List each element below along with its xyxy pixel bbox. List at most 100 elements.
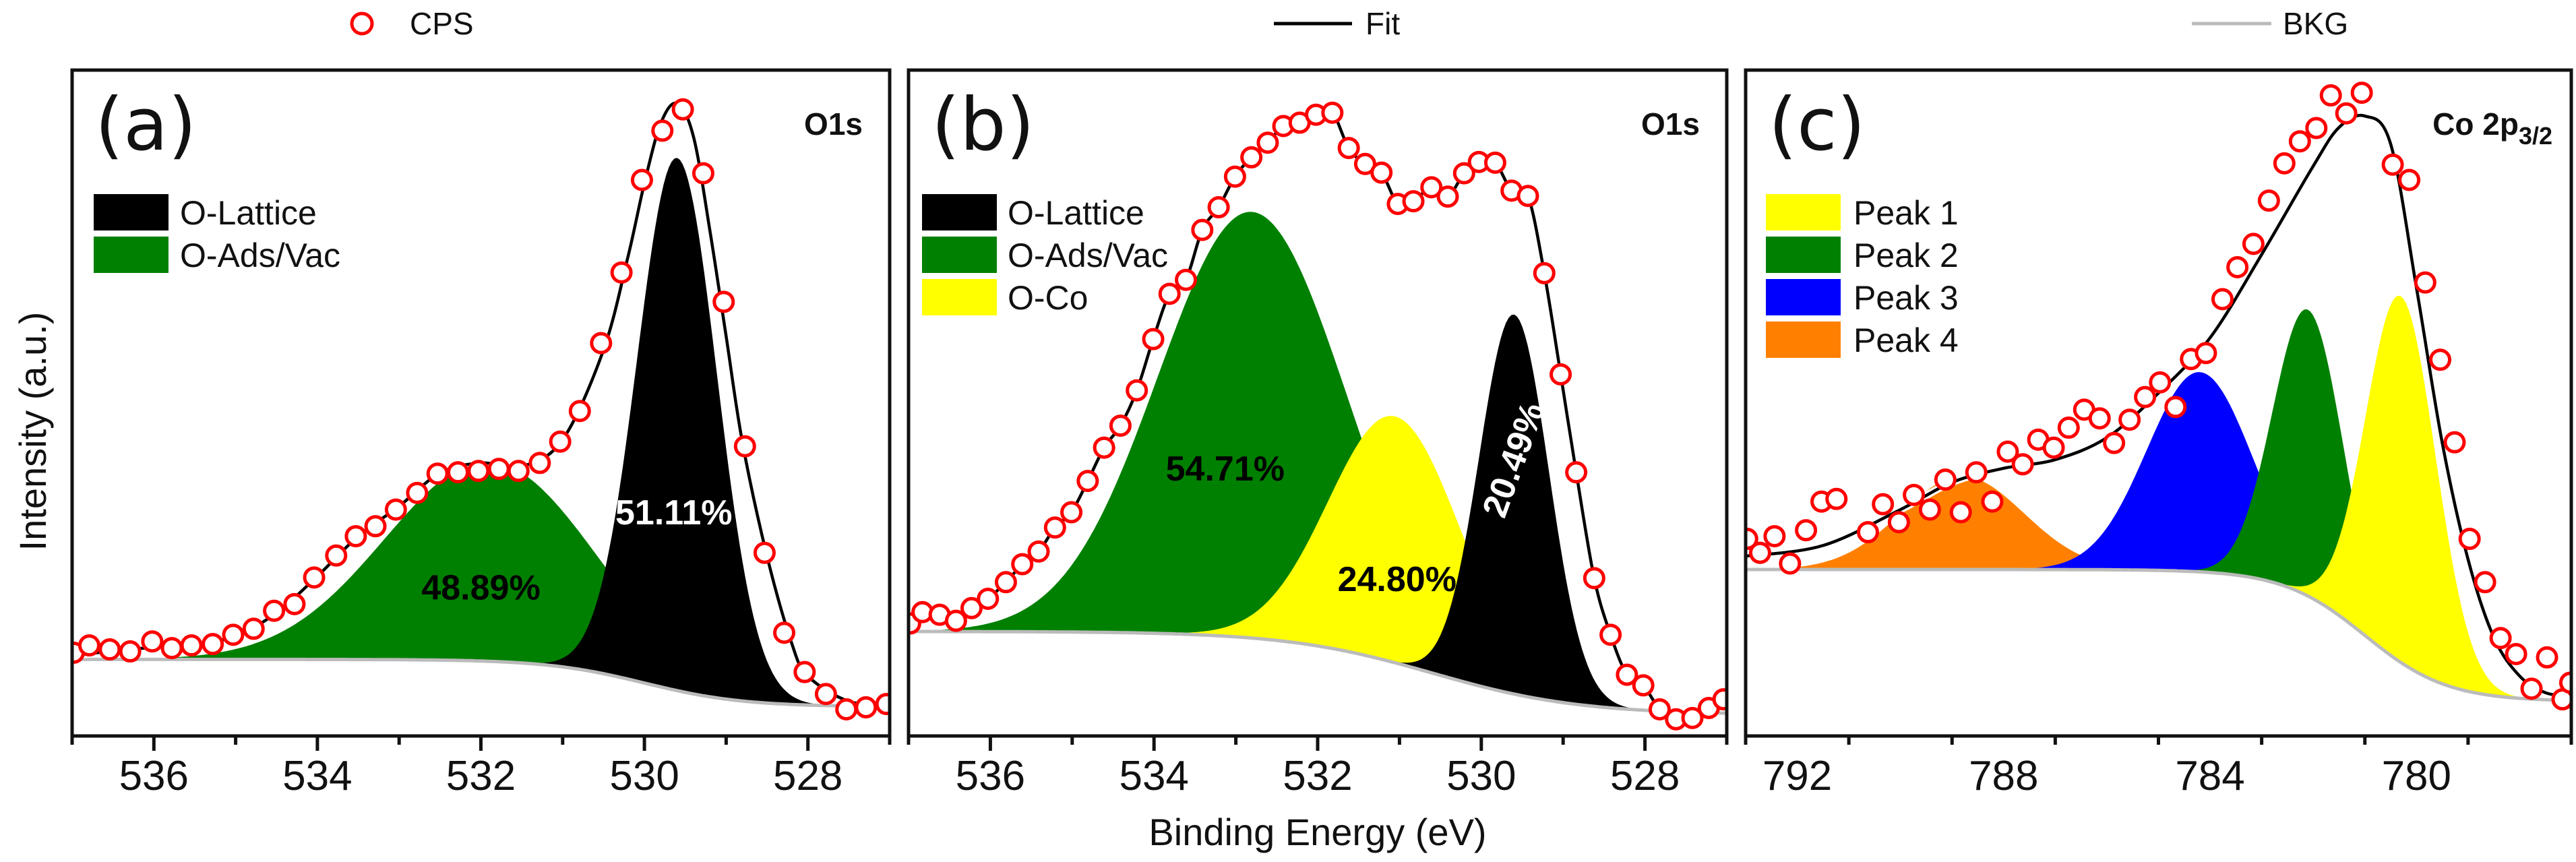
x-tick-label: 528: [1610, 753, 1680, 799]
bkg-line: [1746, 567, 2571, 702]
x-tick-label: 534: [1119, 753, 1188, 799]
x-tick-label: 528: [773, 753, 842, 799]
cps-point: [1011, 553, 1034, 576]
cps-point: [2088, 407, 2111, 430]
cps-point: [1483, 151, 1506, 174]
cps-point: [1321, 101, 1344, 124]
cps-point: [1093, 436, 1115, 459]
component-o-ads-vac: [72, 461, 890, 707]
cps-point: [98, 638, 121, 661]
cps-point: [1583, 567, 1605, 590]
cps-point: [1533, 261, 1556, 284]
cps-point: [263, 599, 286, 622]
cps-point: [1981, 490, 2004, 513]
cps-point: [733, 435, 756, 458]
cps-point: [651, 119, 674, 142]
component-legend: O-Lattice O-Ads/Vac: [94, 194, 340, 274]
cps-point: [2211, 288, 2234, 311]
cps-point: [1043, 516, 1066, 539]
legend-swatch-icon: [922, 279, 997, 315]
legend-swatch-icon: [922, 237, 997, 273]
cps-point: [944, 609, 967, 632]
cps-point: [1207, 196, 1230, 219]
cps-point: [835, 698, 858, 720]
legend-label: Peak 4: [1853, 321, 1959, 359]
bkg-line: [909, 629, 1727, 715]
plot-area: [1746, 82, 2571, 711]
component-o-co: [909, 416, 1727, 714]
cps-point: [2520, 677, 2543, 700]
cps-point: [2414, 271, 2436, 294]
cps-point: [1763, 525, 1786, 548]
cps-point: [2057, 417, 2080, 439]
cps-point: [960, 596, 983, 619]
cps-point: [1918, 498, 1941, 521]
legend-swatch-icon: [94, 237, 168, 273]
cps-point: [1712, 688, 1727, 711]
cps-point: [1748, 541, 1771, 564]
cps-point: [160, 637, 183, 660]
cps-point: [2164, 396, 2187, 419]
percent-label: 54.71%: [1166, 450, 1285, 489]
cps-point: [1402, 190, 1425, 213]
cps-point: [2011, 453, 2034, 476]
cps-legend-label: CPS: [410, 6, 474, 41]
cps-point: [141, 630, 164, 653]
cps-point: [2505, 642, 2527, 665]
cps-point: [528, 452, 551, 474]
cps-point: [875, 693, 890, 716]
bkg-line: [72, 657, 890, 708]
cps-point: [793, 660, 816, 683]
x-tick-label: 534: [282, 753, 352, 799]
cps-point: [222, 623, 245, 646]
cps-point: [2319, 84, 2342, 107]
core-level-label: O1s: [1641, 106, 1700, 142]
component-peak-4: [1746, 476, 2571, 701]
panel-label: (c): [1769, 83, 1866, 167]
cps-point: [610, 261, 633, 284]
cps-point: [2429, 348, 2452, 371]
cps-point: [325, 544, 348, 567]
cps-point: [487, 458, 510, 481]
cps-point: [1965, 461, 1988, 484]
cps-point: [180, 634, 203, 657]
cps-point: [1949, 501, 1972, 524]
cps-point: [1337, 137, 1360, 160]
cps-point: [2042, 436, 2065, 459]
cps-point: [119, 640, 142, 663]
cps-point: [1142, 328, 1165, 350]
cps-point: [2558, 671, 2571, 694]
legend-label: O-Lattice: [180, 194, 317, 232]
legend-label: O-Ads/Vac: [1008, 237, 1168, 274]
cps-point: [2118, 408, 2141, 431]
cps-point: [1516, 185, 1539, 208]
component-o-ads-vac: [909, 212, 1727, 714]
top-legend: CPS Fit BKG: [350, 6, 2348, 41]
cps-point: [384, 498, 407, 521]
cps-point: [2288, 130, 2311, 153]
cps-point: [568, 400, 591, 423]
cps-point: [630, 168, 653, 191]
legend-label: Peak 2: [1853, 237, 1959, 274]
cps-point: [283, 592, 306, 615]
cps-point: [1825, 487, 1848, 510]
cps-point: [1779, 552, 1802, 575]
cps-point: [447, 461, 470, 484]
cps-point: [1887, 511, 1910, 534]
legend-label: O-Co: [1008, 279, 1088, 317]
cps-point: [1060, 501, 1083, 524]
cps-point: [855, 696, 878, 719]
cps-point: [1175, 268, 1198, 291]
percent-label: 48.89%: [421, 569, 540, 608]
x-tick-label: 792: [1762, 753, 1832, 799]
cps-point: [1420, 176, 1443, 199]
x-tick-label: 530: [1446, 753, 1516, 799]
cps-point: [467, 460, 490, 483]
cps-point: [1795, 519, 1818, 542]
legend-label: Peak 3: [1853, 279, 1959, 317]
cps-point: [2103, 431, 2126, 454]
cps-point: [1109, 414, 1132, 437]
cps-point: [1550, 363, 1572, 386]
cps-point: [1240, 146, 1263, 168]
